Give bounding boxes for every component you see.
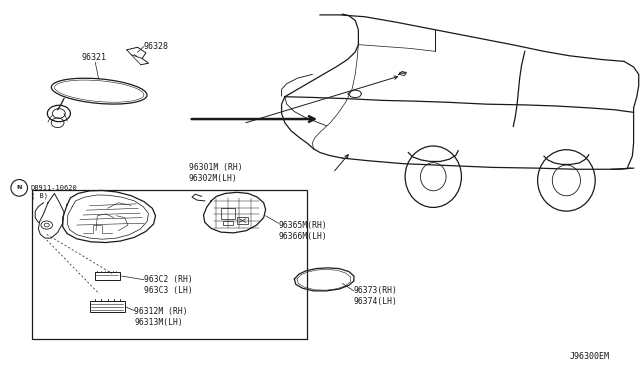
Text: 96312M (RH)
96313M(LH): 96312M (RH) 96313M(LH): [134, 307, 188, 327]
Text: 96301M (RH)
96302M(LH): 96301M (RH) 96302M(LH): [189, 163, 243, 183]
Bar: [95, 272, 120, 280]
Text: J96300EM: J96300EM: [570, 352, 610, 361]
Text: 96365M(RH)
96366M(LH): 96365M(RH) 96366M(LH): [278, 221, 327, 241]
Text: 96373(RH)
96374(LH): 96373(RH) 96374(LH): [354, 286, 398, 306]
Bar: [221, 208, 235, 219]
Bar: [237, 217, 248, 224]
Text: 963C2 (RH)
963C3 (LH): 963C2 (RH) 963C3 (LH): [144, 275, 193, 295]
Text: 96321: 96321: [82, 53, 107, 62]
Bar: [32, 190, 307, 339]
Bar: [223, 221, 233, 225]
Text: N: N: [17, 185, 22, 190]
Text: 96328: 96328: [144, 42, 169, 51]
Bar: [90, 301, 125, 312]
Text: DB911-10620
( B): DB911-10620 ( B): [31, 185, 77, 199]
